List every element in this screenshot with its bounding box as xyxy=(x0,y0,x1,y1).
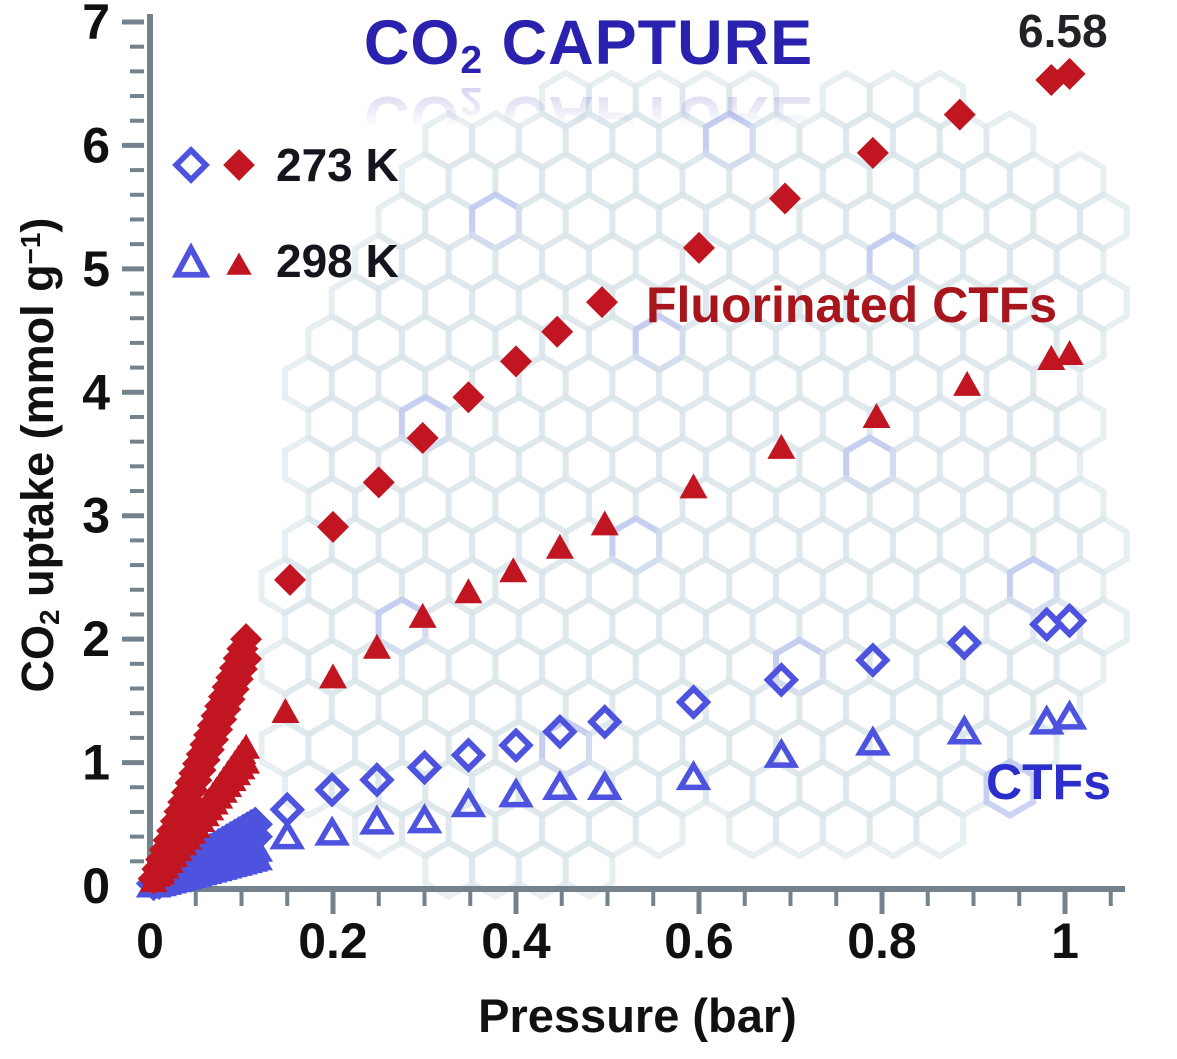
legend-label-298k: 298 K xyxy=(276,235,399,287)
open-diamond-icon xyxy=(172,146,210,184)
title-subscript-2: 2 xyxy=(460,38,484,82)
data-point xyxy=(406,421,439,454)
x-tick-label: 0.8 xyxy=(847,913,917,969)
title-capture: CAPTURE xyxy=(483,8,814,78)
y-tick-label: 4 xyxy=(82,364,110,420)
data-point xyxy=(1051,602,1088,639)
series-fluorinated-ctfs-273-k xyxy=(137,57,1086,895)
x-tick-label: 0.6 xyxy=(664,913,734,969)
y-tick-label: 3 xyxy=(82,488,110,544)
data-point xyxy=(359,804,395,835)
data-point xyxy=(1053,57,1086,90)
data-point xyxy=(319,663,347,689)
data-point xyxy=(855,725,891,756)
x-tick-label: 1 xyxy=(1051,913,1079,969)
data-point xyxy=(317,510,349,543)
data-point xyxy=(862,402,891,428)
data-point xyxy=(763,662,800,698)
data-point xyxy=(542,769,578,801)
data-point xyxy=(683,231,715,264)
filled-triangle-icon xyxy=(226,252,252,275)
title-co: CO xyxy=(363,8,461,78)
data-point xyxy=(679,473,708,499)
data-point xyxy=(232,748,261,774)
legend-label-273k: 273 K xyxy=(276,139,399,191)
legend-item-273k: 273 K xyxy=(172,142,399,188)
data-point xyxy=(542,713,578,750)
data-point xyxy=(271,697,300,723)
data-point xyxy=(273,563,306,596)
y-tick-label: 1 xyxy=(82,735,110,791)
data-point xyxy=(359,762,395,798)
data-point xyxy=(675,684,712,720)
data-point xyxy=(362,633,391,659)
data-point xyxy=(499,557,528,583)
data-point xyxy=(769,182,802,215)
data-point xyxy=(406,749,443,786)
data-point xyxy=(232,733,261,759)
data-point xyxy=(314,815,350,846)
data-point xyxy=(498,727,534,764)
data-point xyxy=(408,602,437,628)
data-point xyxy=(767,433,796,459)
data-point xyxy=(763,737,800,768)
data-point xyxy=(586,769,623,801)
x-tick-label: 0.4 xyxy=(481,913,551,969)
y-tick-label: 7 xyxy=(82,0,110,50)
data-point xyxy=(450,737,487,773)
y-tick-label: 0 xyxy=(82,858,110,914)
x-tick-label: 0.2 xyxy=(298,913,368,969)
data-point xyxy=(1051,699,1088,730)
data-point xyxy=(500,345,532,378)
data-point xyxy=(450,787,487,818)
data-point xyxy=(230,623,263,656)
data-point xyxy=(545,533,574,559)
data-point xyxy=(269,819,306,850)
x-axis-label: Pressure (bar) xyxy=(478,989,797,1042)
data-point xyxy=(586,286,619,319)
data-point xyxy=(406,803,443,834)
data-point xyxy=(269,791,305,828)
data-point xyxy=(1028,704,1065,735)
y-tick-label: 6 xyxy=(82,117,110,173)
data-point xyxy=(855,642,891,678)
x-tick-label: 0 xyxy=(136,913,164,969)
data-point xyxy=(230,642,263,675)
data-point xyxy=(541,315,574,348)
data-point xyxy=(587,704,623,740)
chart-title-reflection: CO2 CAPTURE xyxy=(363,79,814,153)
filled-diamond-icon xyxy=(223,149,255,181)
data-point xyxy=(237,840,274,871)
open-triangle-icon xyxy=(172,242,210,278)
data-point xyxy=(498,777,534,808)
ctfs-label: CTFs xyxy=(986,754,1111,810)
data-point xyxy=(953,370,982,396)
chart-title: CO2 CAPTURE xyxy=(0,12,1177,80)
data-point xyxy=(943,98,976,131)
legend-item-298k: 298 K xyxy=(172,238,399,284)
data-point xyxy=(946,714,983,745)
data-point xyxy=(590,510,619,536)
y-axis-label: CO2 uptake (mmol g−1) xyxy=(12,217,65,693)
max-value-annotation: 6.58 xyxy=(1018,5,1108,57)
legend: 273 K 298 K xyxy=(172,142,399,284)
axes: 0 0.2 0.4 0.6 0.8 1 0 1 2 3 4 5 6 7 xyxy=(82,0,1125,969)
data-point xyxy=(314,771,350,808)
data-point xyxy=(362,466,395,499)
data-point xyxy=(452,381,485,414)
y-tick-label: 2 xyxy=(82,611,110,667)
data-point xyxy=(946,625,983,661)
data-point xyxy=(675,759,712,791)
y-tick-label: 5 xyxy=(82,241,110,297)
data-point xyxy=(1055,340,1084,366)
data-point xyxy=(856,136,889,169)
data-point xyxy=(454,578,483,604)
fluorinated-ctfs-label: Fluorinated CTFs xyxy=(646,277,1058,333)
